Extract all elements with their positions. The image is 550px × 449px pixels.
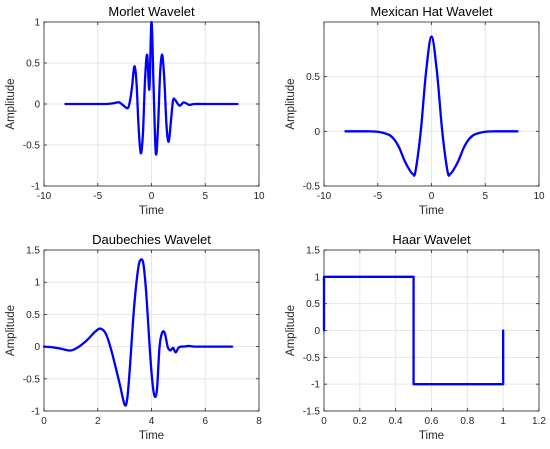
x-tick-label: 10 [253,191,265,202]
chart-title: Morlet Wavelet [108,4,195,19]
chart-title: Daubechies Wavelet [92,232,211,247]
y-tick-label: -1 [31,182,40,193]
x-tick-label: 1 [500,416,506,427]
chart-title: Haar Wavelet [392,232,471,247]
y-tick-label: 0.5 [306,72,320,83]
x-axis-label: Time [139,205,164,217]
x-tick-label: -5 [93,191,102,202]
y-tick-label: 1.5 [306,246,320,257]
y-tick-label: 1 [34,18,40,29]
x-tick-label: 0 [321,416,327,427]
y-tick-label: 0.5 [26,59,40,70]
x-tick-label: 5 [202,191,208,202]
x-tick-label: 4 [149,416,155,427]
x-axis-label: Time [419,205,444,217]
y-tick-label: 0 [314,326,320,337]
x-tick-label: 2 [95,416,101,427]
y-tick-label: -1.5 [303,407,321,418]
series-line [42,258,234,407]
y-axis-label: Amplitude [5,305,17,356]
x-axis-label: Time [419,430,444,442]
chart-title: Mexican Hat Wavelet [370,4,493,19]
y-tick-label: 1 [314,272,320,283]
x-tick-label: 6 [202,416,208,427]
y-axis-label: Amplitude [285,305,297,356]
x-tick-label: 10 [533,191,545,202]
x-tick-label: 5 [482,191,488,202]
x-tick-label: 0.4 [389,416,403,427]
y-tick-label: 0.5 [306,299,320,310]
x-tick-label: -5 [373,191,382,202]
x-axis-label: Time [139,430,164,442]
series-line [322,275,505,386]
y-axis-label: Amplitude [5,78,17,129]
x-tick-label: 0.2 [353,416,367,427]
x-tick-label: 1.2 [532,416,546,427]
x-tick-label: 8 [256,416,262,427]
y-tick-label: 1.5 [26,246,40,257]
y-tick-label: -1 [311,380,320,391]
x-tick-label: 0.6 [425,416,439,427]
y-tick-label: -0.5 [23,141,41,152]
y-tick-label: 0 [314,127,320,138]
x-tick-label: -10 [37,191,52,202]
chart-panel-4: 0 0.2 0.4 0.6 0.8 1 1.2 -1.5 -1 -0.5 0 0.5 1 1.5 Haar … [285,232,546,442]
chart-panel-1: -10 -5 0 5 10 -1 -0.5 0 0.5 1 Morlet Wavelet Time Am… [5,4,265,217]
y-tick-label: -0.5 [303,182,321,193]
chart-panel-3: 0 2 4 6 8 -1 -0.5 0 0.5 1 1.5 Daubechies Wavelet Tim… [5,232,262,442]
x-tick-label: 0 [149,191,155,202]
x-tick-label: 0.8 [460,416,474,427]
chart-panel-2: -10 -5 0 5 10 -0.5 0 0.5 Mexican Hat Wavelet Time… [285,4,545,217]
y-tick-label: 0 [34,100,40,111]
x-tick-label: 0 [429,191,435,202]
y-tick-label: 0.5 [26,310,40,321]
y-tick-label: 1 [34,278,40,289]
y-tick-label: -0.5 [303,353,321,364]
y-axis-label: Amplitude [285,78,297,129]
series-line [344,35,519,177]
y-tick-label: -0.5 [23,374,41,385]
y-tick-label: 0 [34,342,40,353]
x-tick-label: 0 [41,416,47,427]
x-tick-label: -10 [317,191,332,202]
series-line [64,20,239,156]
y-tick-label: -1 [31,407,40,418]
